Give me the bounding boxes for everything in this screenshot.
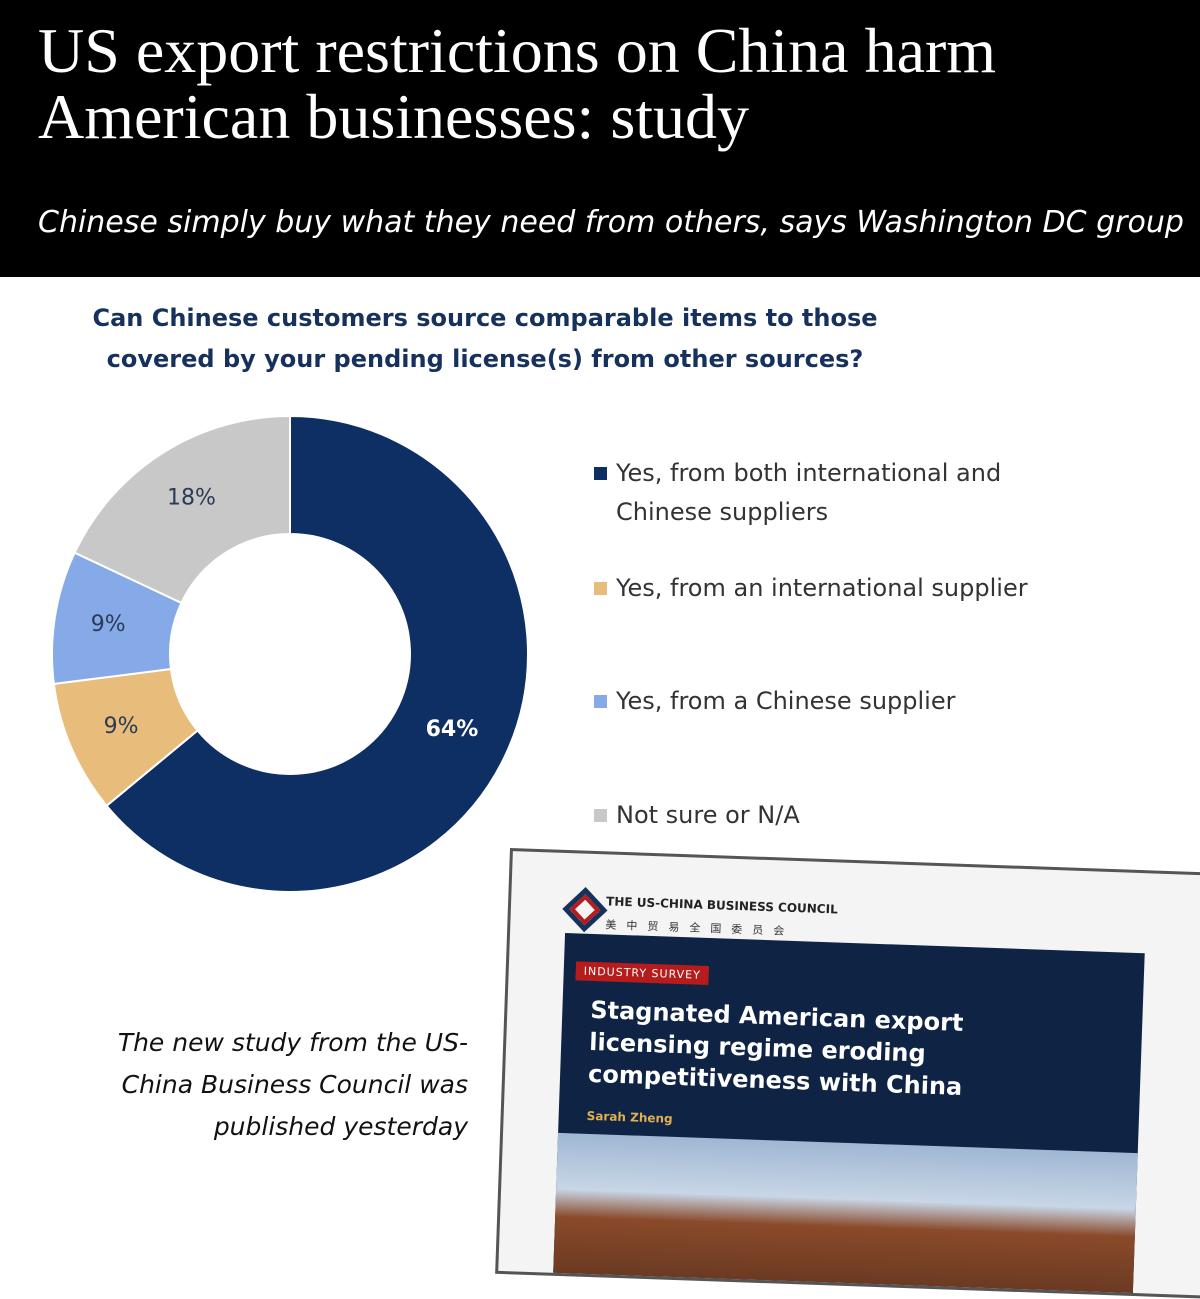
legend-item: Yes, from both international and Chinese… xyxy=(594,454,1036,532)
tag: INDUSTRY SURVEY xyxy=(575,961,710,986)
legend-item: Yes, from a Chinese supplier xyxy=(594,682,1036,721)
legend-swatch xyxy=(594,582,607,595)
organization: THE US-CHINA BUSINESS COUNCIL xyxy=(605,894,838,917)
author: Sarah Zheng xyxy=(586,1108,673,1126)
legend-swatch xyxy=(594,695,607,708)
donut-chart: 64% 9% 9% 18% xyxy=(51,414,529,893)
legend-swatch xyxy=(594,467,607,480)
header: US export restrictions on China harm Ame… xyxy=(0,0,1200,277)
slice xyxy=(73,414,291,605)
data-label: 18% xyxy=(167,486,216,511)
legend-label: Yes, from a Chinese supplier xyxy=(616,687,956,715)
headline: US export restrictions on China harm Ame… xyxy=(38,15,997,152)
photo xyxy=(553,1132,1138,1294)
data-label: 64% xyxy=(426,717,479,742)
subtitle: Chinese simply buy what they need from o… xyxy=(38,205,1184,240)
legend-label: Yes, from both international and Chinese… xyxy=(616,459,1002,526)
legend-label: Yes, from an international supplier xyxy=(616,574,1028,602)
legend-item: Yes, from an international supplier xyxy=(594,569,1036,608)
data-label: 9% xyxy=(91,612,126,637)
logo-mark xyxy=(562,887,608,933)
legend-label: Not sure or N/A xyxy=(616,801,800,829)
chart-title: Can Chinese customers source comparable … xyxy=(92,304,878,373)
data-label: 9% xyxy=(104,714,139,739)
legend-item: Not sure or N/A xyxy=(594,796,1036,835)
article-screenshot: THE US-CHINA BUSINESS COUNCIL 美中贸易全国委员会 … xyxy=(495,848,1200,1299)
slice xyxy=(105,414,529,893)
legend-swatch xyxy=(594,809,607,822)
caption: The new study from the US-China Business… xyxy=(117,1028,468,1141)
article-headline: Stagnated American export licensing regi… xyxy=(587,995,964,1101)
article-panel: INDUSTRY SURVEY Stagnated American expor… xyxy=(553,932,1145,1294)
